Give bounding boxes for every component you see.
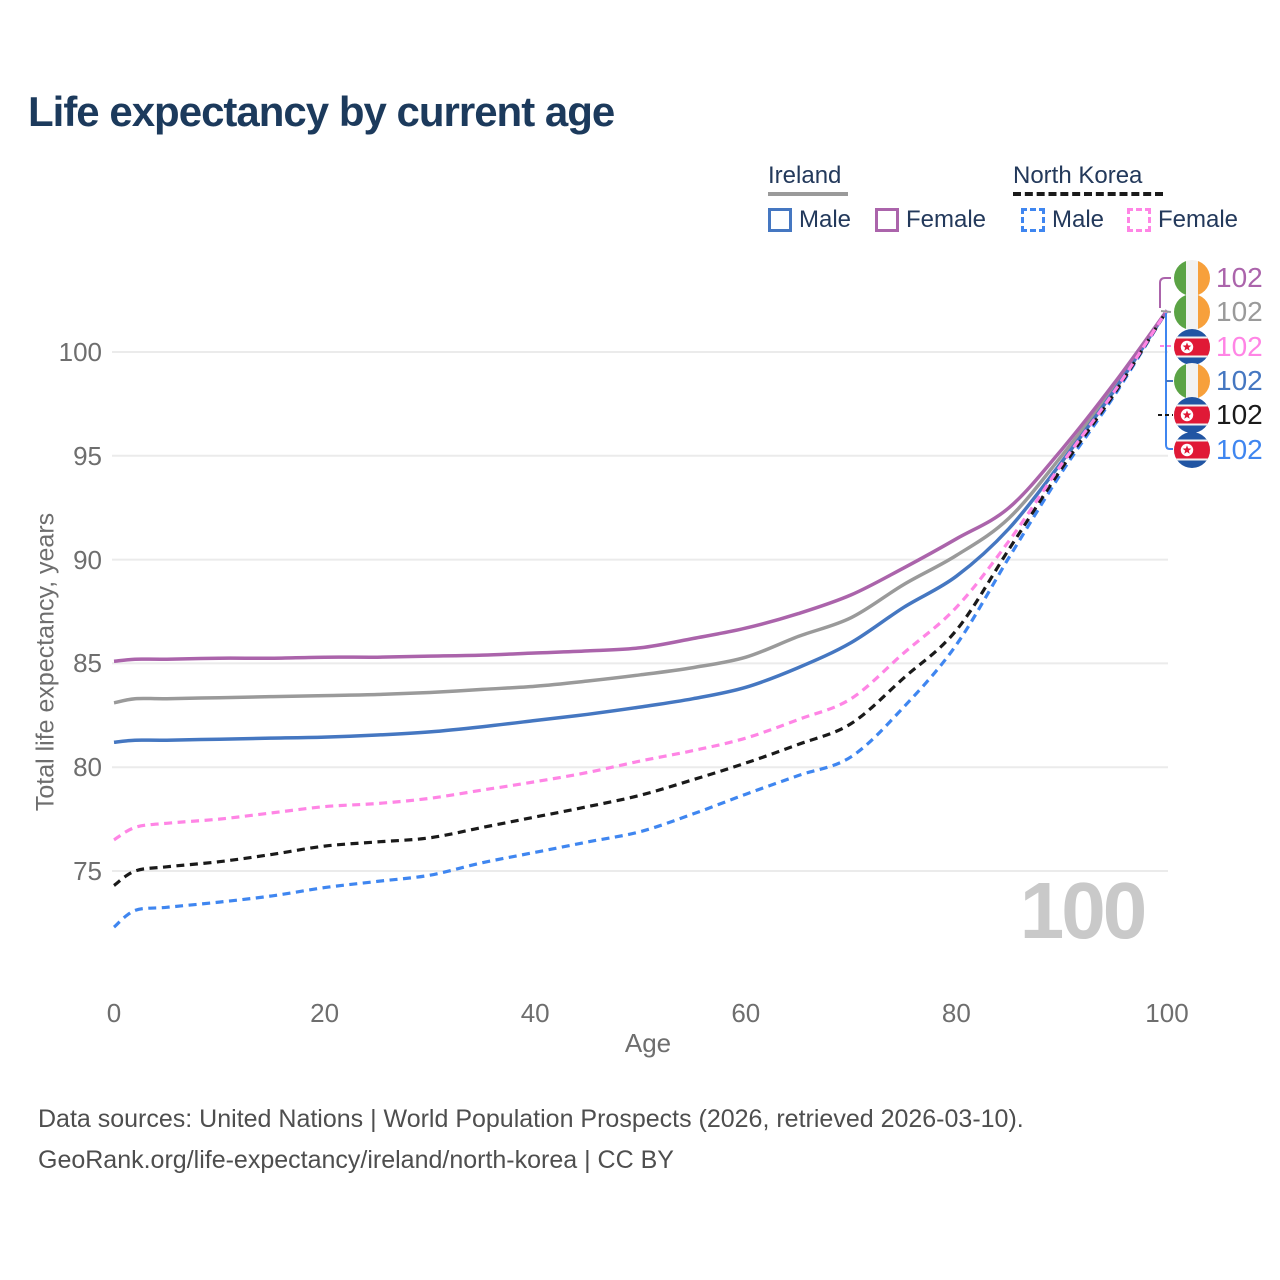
legend-group-north-korea: North Korea [1013,163,1163,196]
north-korea-flag-icon [1174,397,1210,434]
ireland-flag-icon [1174,362,1210,399]
end-label-north-korea-both-sexes: 102 [1174,397,1263,434]
legend-north-korea-line-swatch [1013,192,1163,196]
end-label-value: 102 [1216,433,1263,465]
y-tick-label-80: 80 [73,752,102,783]
end-label-value: 102 [1216,364,1263,396]
leader-line-2 [1165,313,1173,450]
end-label-north-korea-female: 102 [1174,328,1263,365]
end-label-value: 102 [1216,399,1263,431]
end-label-value: 102 [1216,296,1263,328]
y-tick-label-90: 90 [73,544,102,575]
north-korea-flag-icon [1174,431,1210,468]
series-line-north-korea-male [112,309,1169,929]
x-tick-label-20: 20 [310,998,340,1028]
x-tick-label-60: 60 [731,998,761,1028]
series-line-ireland-female [113,309,1169,664]
y-tick-label-85: 85 [73,648,102,679]
age-watermark: 100 [1019,866,1147,955]
legend-item-ireland-female: Female [875,206,986,234]
data-sources-text: Data sources: United Nations | World Pop… [38,1105,1024,1133]
y-tick-label-75: 75 [73,856,102,886]
y-tick-label-100: 100 [58,337,102,367]
x-axis-title: Age [624,1028,672,1058]
ireland-flag-icon [1174,260,1210,296]
legend-label-north-korea-male: Male [1052,206,1105,233]
y-tick-label-95: 95 [73,440,102,471]
legend-item-north-korea-female: Female [1127,206,1238,234]
end-label-north-korea-male: 102 [1174,431,1263,468]
end-label-value: 102 [1216,330,1263,362]
series-line-north-korea-both-sexes [113,309,1169,887]
x-tick-label-0: 0 [106,998,122,1028]
north-korea-flag-icon [1174,328,1210,365]
end-label-ireland-female: 102 [1174,260,1263,296]
legend-swatch-north-korea-female [1127,208,1151,232]
legend-item-north-korea-male: Male [1021,206,1104,234]
attribution-text: GeoRank.org/life-expectancy/ireland/nort… [38,1146,674,1174]
leader-line-1 [1160,310,1172,313]
legend-group-north-korea-label: North Korea [1013,162,1143,189]
leader-line-0 [1159,277,1171,308]
legend-group-ireland-label: Ireland [768,162,842,189]
x-tick-label-40: 40 [520,998,550,1028]
end-label-value: 102 [1216,262,1263,293]
legend-swatch-ireland-male [768,208,792,232]
legend-ireland-line-swatch [768,192,848,196]
legend-label-ireland-female: Female [906,206,987,233]
series-line-north-korea-female [113,309,1169,842]
legend-item-ireland-male: Male [768,206,851,234]
legend-swatch-ireland-female [875,208,899,232]
chart-title: Life expectancy by current age [28,88,615,135]
legend-group-ireland: Ireland [768,163,848,196]
series-line-ireland-both-sexes [113,309,1169,705]
legend-label-north-korea-female: Female [1158,206,1239,233]
x-tick-label-80: 80 [941,998,971,1028]
end-label-ireland-both-sexes: 102 [1174,294,1263,331]
legend-swatch-north-korea-male [1021,208,1045,232]
x-tick-label-100: 100 [1145,998,1189,1028]
end-label-ireland-male: 102 [1174,362,1263,399]
series-line-ireland-male [113,309,1169,745]
ireland-flag-icon [1174,294,1210,331]
legend-label-ireland-male: Male [799,206,852,233]
